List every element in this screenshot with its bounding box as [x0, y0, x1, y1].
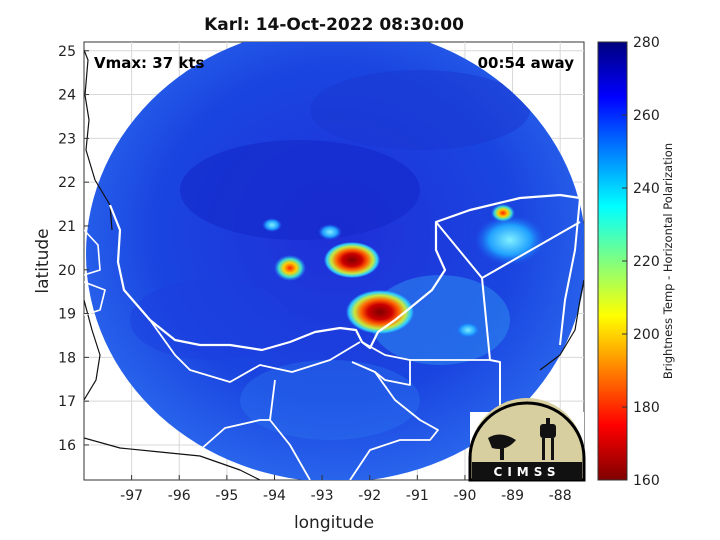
chart-title: Karl: 14-Oct-2022 08:30:00	[204, 15, 464, 35]
x-tick-label: -93	[311, 488, 334, 504]
x-tick-label: -89	[501, 488, 524, 504]
y-tick-label: 23	[58, 131, 76, 147]
y-axis-label: latitude	[33, 228, 53, 293]
colorbar-ticks: 160 180 200 220 240 260 280	[622, 35, 660, 489]
y-tick-label: 16	[58, 438, 76, 454]
x-axis-label: longitude	[294, 513, 374, 533]
colorbar-tick-label: 240	[633, 181, 660, 197]
y-tick-label: 24	[58, 88, 76, 104]
western-cell	[274, 255, 306, 281]
x-tick-label: -97	[120, 488, 143, 504]
core-convection	[324, 242, 380, 278]
x-axis-ticks: -97 -96 -95 -94 -93 -92 -91 -90 -89 -88	[120, 475, 572, 504]
x-tick-label: -90	[454, 488, 477, 504]
y-tick-label: 25	[58, 44, 76, 60]
coastlines	[84, 49, 584, 480]
x-tick-label: -96	[168, 488, 191, 504]
x-tick-label: -95	[215, 488, 238, 504]
colorbar-tick-label: 160	[633, 473, 660, 489]
southern-band	[346, 290, 414, 334]
colorbar-tick-label: 180	[633, 400, 660, 416]
y-tick-label: 21	[58, 219, 76, 235]
y-tick-label: 18	[58, 350, 76, 366]
x-tick-label: -92	[358, 488, 381, 504]
x-tick-label: -94	[263, 488, 286, 504]
vmax-label: Vmax: 37 kts	[94, 54, 204, 72]
colorbar-tick-label: 260	[633, 108, 660, 124]
y-tick-label: 22	[58, 175, 76, 191]
x-tick-label: -91	[406, 488, 429, 504]
y-axis-ticks: 16 17 18 19 20 21 22 23 24 25	[58, 44, 89, 454]
colorbar-label: Brightness Temp - Horizontal Polarizatio…	[661, 143, 675, 379]
colorbar-tick-label: 200	[633, 327, 660, 343]
cimss-logo-text: CIMSS	[494, 465, 561, 479]
colorbar: 160 180 200 220 240 260 280 Brightness Temp - …	[597, 35, 675, 489]
y-tick-label: 17	[58, 394, 76, 410]
time-away-label: 00:54 away	[478, 54, 575, 72]
y-tick-label: 19	[58, 307, 76, 323]
cimss-logo: CIMSS	[468, 398, 586, 482]
y-tick-label: 20	[58, 263, 76, 279]
colorbar-tick-label: 220	[633, 254, 660, 270]
yucatan-cell	[491, 204, 515, 222]
x-tick-label: -88	[549, 488, 572, 504]
colorbar-tick-label: 280	[633, 35, 660, 51]
